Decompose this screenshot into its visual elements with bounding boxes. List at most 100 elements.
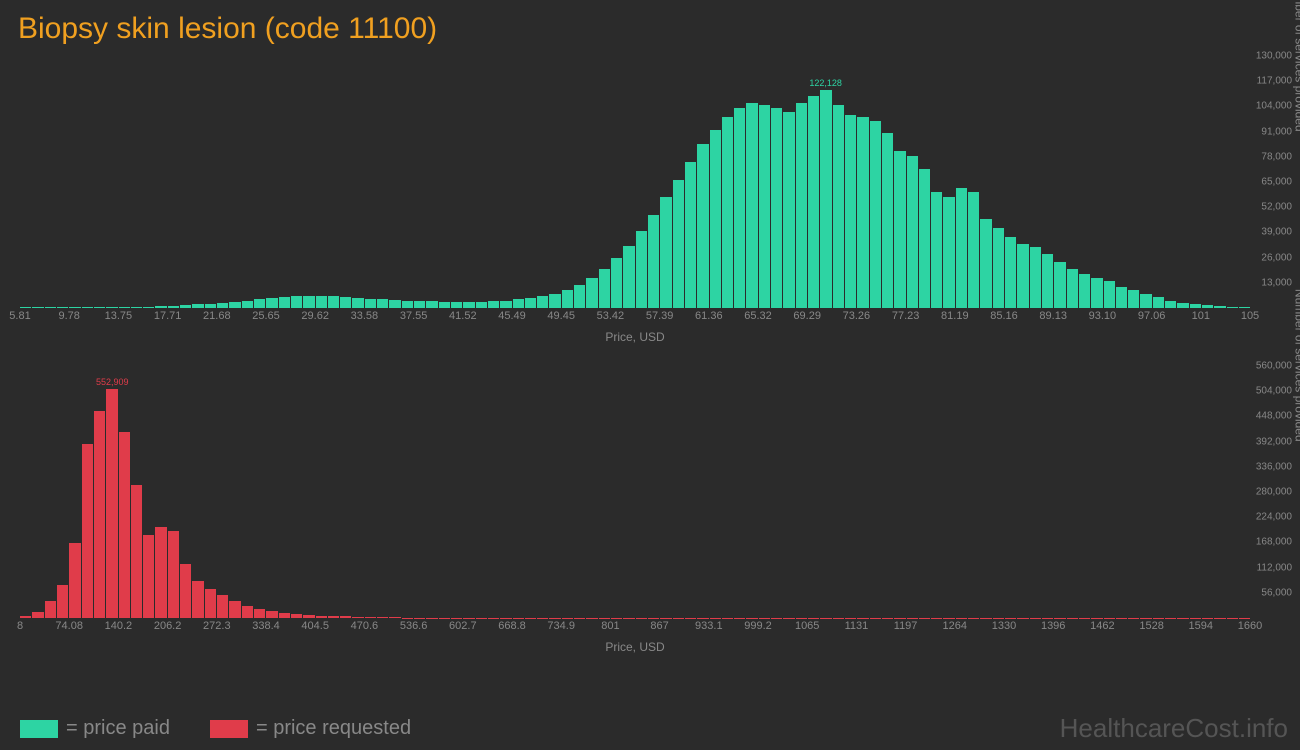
bar bbox=[180, 564, 191, 618]
legend-item-paid: = price paid bbox=[20, 717, 170, 740]
bar bbox=[525, 298, 536, 308]
y-tick: 130,000 bbox=[1256, 51, 1292, 62]
bar bbox=[217, 303, 228, 308]
bar bbox=[119, 307, 130, 308]
bar bbox=[242, 301, 253, 308]
bar bbox=[1165, 301, 1176, 308]
bar bbox=[980, 219, 991, 308]
bar bbox=[1067, 269, 1078, 308]
bar bbox=[759, 105, 770, 308]
x-tick: 61.36 bbox=[695, 310, 723, 322]
bar bbox=[389, 300, 400, 308]
bar bbox=[205, 304, 216, 308]
bar bbox=[734, 108, 745, 308]
x-axis-label-requested: Price, USD bbox=[605, 640, 664, 654]
y-tick: 504,000 bbox=[1256, 386, 1292, 397]
y-tick: 168,000 bbox=[1256, 537, 1292, 548]
bar bbox=[340, 616, 351, 618]
bar bbox=[168, 306, 179, 308]
x-tick: 1660 bbox=[1238, 620, 1262, 632]
y-tick: 280,000 bbox=[1256, 487, 1292, 498]
bar bbox=[882, 133, 893, 308]
bar bbox=[94, 307, 105, 308]
bar bbox=[451, 302, 462, 308]
bar bbox=[352, 617, 363, 618]
y-tick: 13,000 bbox=[1261, 277, 1292, 288]
bar bbox=[365, 617, 376, 618]
bar bbox=[32, 612, 43, 618]
y-tick: 112,000 bbox=[1257, 562, 1292, 573]
x-tick: 41.52 bbox=[449, 310, 477, 322]
x-tick: 404.5 bbox=[301, 620, 329, 632]
bar bbox=[1214, 306, 1225, 308]
x-tick: 74.08 bbox=[55, 620, 83, 632]
x-tick: 77.23 bbox=[892, 310, 920, 322]
bar bbox=[45, 601, 56, 618]
bar bbox=[82, 444, 93, 618]
bar bbox=[796, 103, 807, 308]
x-tick: 57.39 bbox=[646, 310, 674, 322]
y-tick: 65,000 bbox=[1261, 177, 1292, 188]
y-tick: 448,000 bbox=[1256, 411, 1292, 422]
bar bbox=[168, 531, 179, 618]
bar bbox=[155, 527, 166, 618]
x-tick: 25.65 bbox=[252, 310, 280, 322]
bar bbox=[857, 117, 868, 308]
bar bbox=[266, 298, 277, 308]
x-tick: 1396 bbox=[1041, 620, 1065, 632]
bar bbox=[1054, 262, 1065, 308]
x-tick: 1594 bbox=[1189, 620, 1213, 632]
x-tick: 9.78 bbox=[58, 310, 79, 322]
bar bbox=[586, 278, 597, 308]
bar bbox=[328, 616, 339, 618]
bar bbox=[673, 180, 684, 308]
bar bbox=[1227, 307, 1238, 308]
x-tick: 8 bbox=[17, 620, 23, 632]
x-tick: 33.58 bbox=[351, 310, 379, 322]
bar bbox=[45, 307, 56, 308]
bar bbox=[20, 307, 31, 308]
bar bbox=[340, 297, 351, 308]
bar bbox=[106, 389, 117, 618]
bar bbox=[783, 112, 794, 308]
bar bbox=[500, 301, 511, 308]
bar bbox=[623, 246, 634, 308]
peak-label-requested: 552,909 bbox=[96, 377, 129, 387]
x-tick: 1197 bbox=[894, 620, 918, 632]
bar bbox=[476, 302, 487, 308]
bar bbox=[771, 108, 782, 308]
bar bbox=[229, 302, 240, 308]
y-tick: 336,000 bbox=[1256, 461, 1292, 472]
bar bbox=[32, 307, 43, 308]
bar bbox=[488, 301, 499, 308]
bar bbox=[820, 90, 831, 308]
y-axis-label-requested: Number of services provided bbox=[1293, 289, 1300, 442]
y-axis-requested: 56,000112,000168,000224,000280,000336,00… bbox=[1252, 366, 1292, 618]
bar bbox=[1030, 247, 1041, 308]
bar bbox=[69, 543, 80, 618]
x-tick: 999.2 bbox=[744, 620, 772, 632]
x-tick: 101 bbox=[1192, 310, 1210, 322]
y-axis-paid: 13,00026,00039,00052,00065,00078,00091,0… bbox=[1252, 56, 1292, 308]
y-tick: 26,000 bbox=[1261, 252, 1292, 263]
bar bbox=[919, 169, 930, 308]
bar bbox=[316, 296, 327, 308]
bar bbox=[722, 117, 733, 308]
bar bbox=[1177, 303, 1188, 308]
x-tick: 1462 bbox=[1090, 620, 1114, 632]
bar bbox=[279, 297, 290, 308]
x-tick: 89.13 bbox=[1039, 310, 1067, 322]
x-tick: 272.3 bbox=[203, 620, 231, 632]
bar bbox=[69, 307, 80, 308]
x-tick: 81.19 bbox=[941, 310, 969, 322]
bar bbox=[192, 304, 203, 308]
y-tick: 117,000 bbox=[1257, 76, 1292, 87]
bar bbox=[1017, 244, 1028, 308]
bar bbox=[660, 197, 671, 308]
bar bbox=[94, 411, 105, 618]
bar bbox=[217, 595, 228, 618]
bar bbox=[377, 617, 388, 618]
bar bbox=[1079, 274, 1090, 308]
x-tick: 1131 bbox=[845, 620, 869, 632]
x-tick: 1065 bbox=[795, 620, 819, 632]
